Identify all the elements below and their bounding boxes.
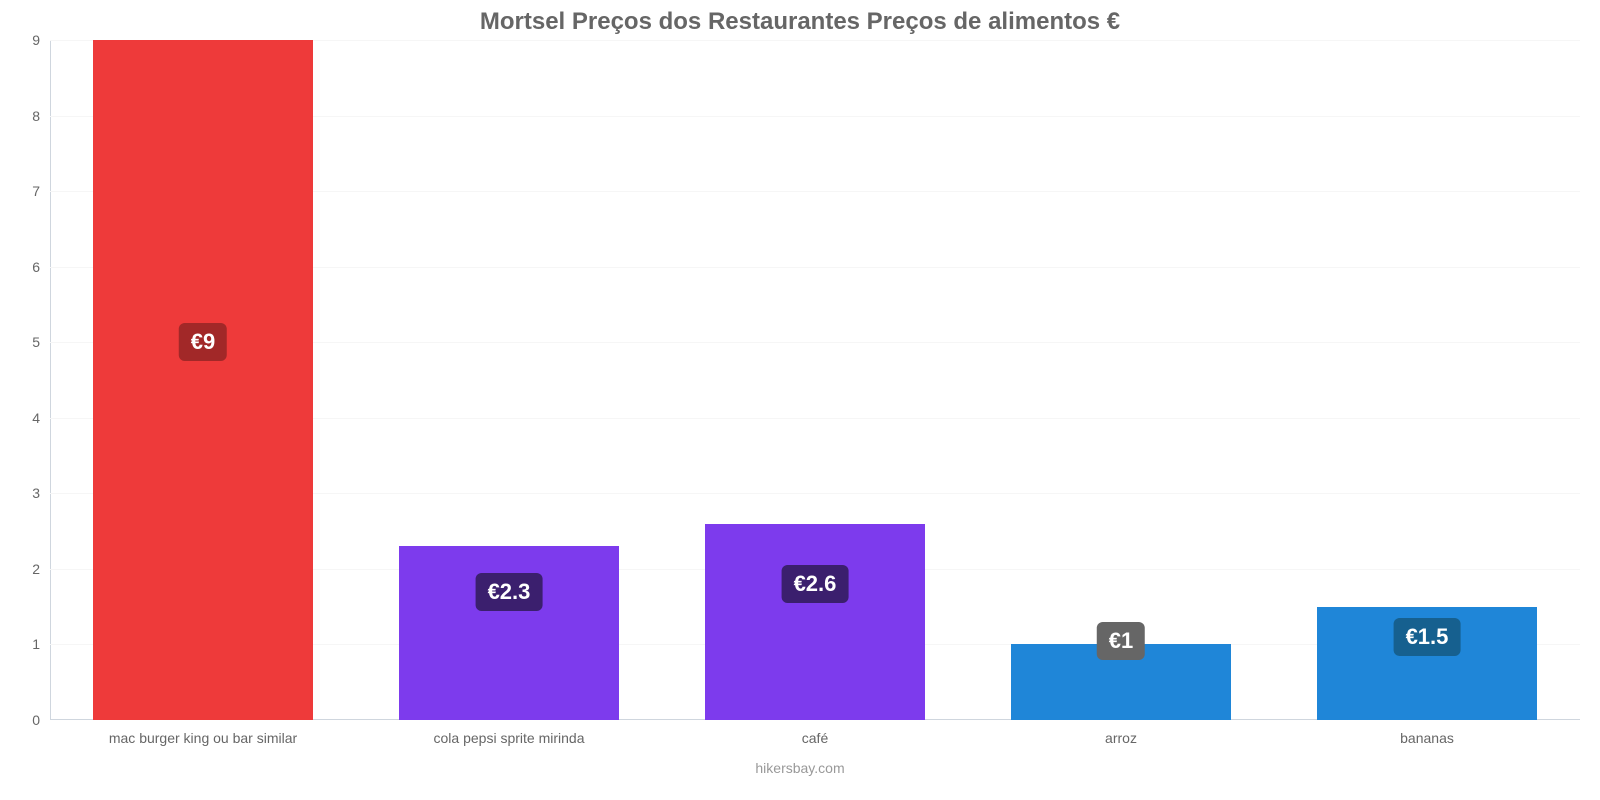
- y-tick-label: 2: [32, 561, 50, 577]
- y-tick-label: 8: [32, 108, 50, 124]
- y-tick-label: 1: [32, 636, 50, 652]
- bar: €9: [93, 40, 313, 720]
- price-bar-chart: Mortsel Preços dos Restaurantes Preços d…: [0, 0, 1600, 800]
- bar: €1: [1011, 644, 1231, 720]
- x-tick-label: mac burger king ou bar similar: [109, 720, 297, 746]
- y-tick-label: 3: [32, 485, 50, 501]
- y-tick-label: 0: [32, 712, 50, 728]
- y-tick-label: 7: [32, 183, 50, 199]
- y-tick-label: 6: [32, 259, 50, 275]
- bar-value-label: €2.6: [782, 565, 849, 603]
- x-tick-label: café: [802, 720, 828, 746]
- bar-value-label: €1.5: [1394, 618, 1461, 656]
- y-axis-line: [50, 40, 51, 720]
- plot-area: 0123456789€9mac burger king ou bar simil…: [50, 40, 1580, 720]
- chart-title: Mortsel Preços dos Restaurantes Preços d…: [0, 8, 1600, 36]
- x-tick-label: arroz: [1105, 720, 1137, 746]
- x-tick-label: bananas: [1400, 720, 1454, 746]
- bar: €2.6: [705, 524, 925, 720]
- bar-value-label: €1: [1097, 622, 1145, 660]
- bar-value-label: €9: [179, 323, 227, 361]
- y-tick-label: 5: [32, 334, 50, 350]
- bar: €2.3: [399, 546, 619, 720]
- bar-value-label: €2.3: [476, 573, 543, 611]
- x-tick-label: cola pepsi sprite mirinda: [434, 720, 585, 746]
- y-tick-label: 4: [32, 410, 50, 426]
- credit-text: hikersbay.com: [0, 760, 1600, 776]
- bar: €1.5: [1317, 607, 1537, 720]
- y-tick-label: 9: [32, 32, 50, 48]
